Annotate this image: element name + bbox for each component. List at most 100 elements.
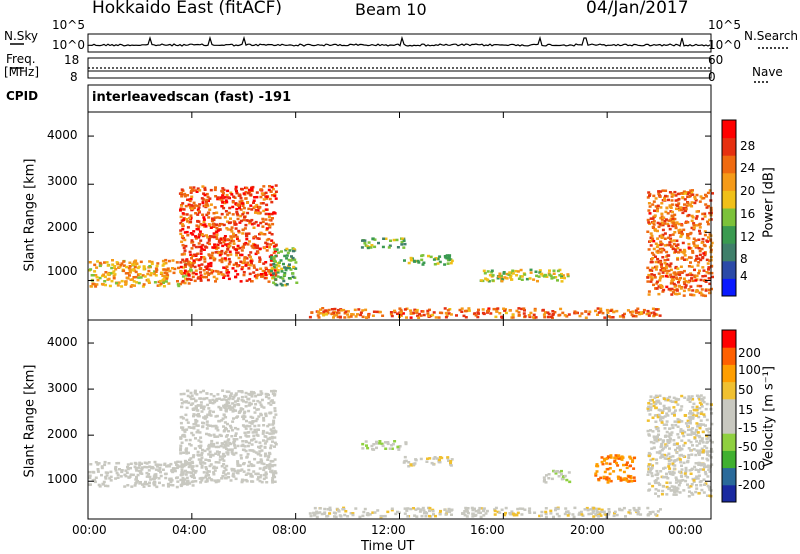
power-echo-pixel — [155, 268, 159, 272]
velocity-echo-pixel — [633, 508, 637, 512]
power-colorbar-swatch — [722, 260, 736, 279]
power-echo-pixel — [265, 245, 269, 248]
velocity-echo-pixel — [192, 414, 195, 418]
velocity-echo-pixel — [375, 440, 378, 444]
power-echo-pixel — [112, 274, 116, 278]
velocity-echo-pixel — [567, 512, 571, 515]
velocity-echo-pixel — [566, 514, 570, 517]
power-echo-pixel — [190, 261, 193, 265]
power-echo-pixel — [235, 248, 238, 252]
velocity-echo-pixel — [665, 420, 669, 423]
power-echo-pixel — [225, 271, 229, 274]
velocity-echo-pixel — [273, 390, 277, 393]
power-echo-pixel — [364, 308, 368, 312]
power-echo-pixel — [225, 193, 229, 197]
velocity-echo-pixel — [552, 515, 555, 519]
power-echo-pixel — [242, 211, 246, 214]
power-echo-pixel — [223, 235, 227, 238]
power-echo-pixel — [697, 247, 701, 250]
power-echo-pixel — [197, 206, 201, 209]
velocity-echo-pixel — [674, 459, 678, 462]
velocity-echo-pixel — [629, 477, 633, 480]
power-echo-pixel — [648, 205, 652, 208]
velocity-echo-pixel — [202, 416, 206, 419]
velocity-echo-pixel — [701, 450, 705, 454]
velocity-echo-pixel — [250, 438, 254, 442]
velocity-echo-pixel — [195, 464, 199, 468]
velocity-echo-pixel — [696, 431, 700, 434]
velocity-echo-pixel — [647, 454, 651, 458]
velocity-echo-pixel — [375, 442, 379, 445]
power-echo-pixel — [210, 269, 214, 272]
velocity-echo-pixel — [209, 414, 213, 417]
power-echo-pixel — [223, 252, 227, 255]
power-echo-pixel — [253, 243, 257, 247]
power-echo-pixel — [660, 236, 664, 239]
power-echo-pixel — [190, 195, 194, 198]
velocity-echo-pixel — [218, 406, 222, 410]
velocity-echo-pixel — [194, 399, 198, 402]
power-echo-pixel — [264, 261, 268, 264]
freq-left-tick-top: 18 — [64, 53, 80, 67]
power-echo-pixel — [216, 243, 220, 246]
velocity-echo-pixel — [194, 421, 198, 424]
power-echo-pixel — [210, 272, 214, 275]
power-echo-pixel — [293, 276, 297, 279]
power-echo-pixel — [317, 311, 321, 314]
power-echo-pixel — [198, 233, 201, 236]
power-echo-pixel — [693, 268, 696, 272]
velocity-echo-pixel — [596, 464, 600, 468]
power-echo-pixel — [188, 198, 192, 201]
power-echo-pixel — [666, 258, 670, 261]
velocity-echo-pixel — [691, 477, 695, 481]
velocity-echo-pixel — [308, 512, 312, 515]
power-echo-pixel — [696, 284, 700, 288]
power-echo-pixel — [244, 190, 248, 194]
velocity-echo-pixel — [238, 464, 242, 467]
power-echo-pixel — [235, 251, 239, 254]
velocity-echo-pixel — [636, 511, 640, 514]
velocity-echo-pixel — [145, 475, 149, 478]
power-echo-pixel — [202, 269, 206, 272]
velocity-cbar-tick: -50 — [738, 440, 758, 454]
velocity-echo-pixel — [254, 419, 258, 423]
power-echo-pixel — [226, 220, 230, 223]
power-echo-pixel — [701, 212, 705, 216]
velocity-echo-pixel — [185, 483, 189, 486]
velocity-echo-pixel — [667, 459, 671, 462]
power-echo-pixel — [102, 273, 106, 276]
power-ytick: 1000 — [47, 264, 78, 278]
power-echo-pixel — [225, 200, 229, 204]
power-echo-pixel — [238, 206, 241, 210]
power-echo-pixel — [192, 244, 196, 247]
power-echo-pixel — [630, 313, 634, 316]
velocity-echo-pixel — [676, 403, 680, 406]
power-echo-pixel — [482, 312, 486, 316]
power-echo-pixel — [236, 237, 239, 241]
power-echo-pixel — [650, 273, 654, 276]
power-echo-pixel — [221, 196, 225, 200]
power-echo-pixel — [354, 315, 358, 318]
power-echo-pixel — [502, 272, 506, 275]
velocity-colorbar-swatch — [722, 347, 736, 365]
velocity-echo-pixel — [169, 483, 173, 487]
velocity-echo-pixel — [628, 509, 632, 512]
power-echo-pixel — [250, 262, 253, 265]
power-echo-pixel — [655, 245, 659, 249]
velocity-echo-pixel — [703, 483, 706, 486]
velocity-echo-pixel — [361, 514, 365, 518]
velocity-echo-pixel — [663, 453, 666, 457]
velocity-echo-pixel — [195, 406, 198, 410]
velocity-echo-pixel — [210, 445, 214, 448]
velocity-echo-pixel — [655, 438, 659, 441]
velocity-echo-pixel — [155, 485, 159, 489]
velocity-echo-pixel — [257, 415, 261, 418]
power-echo-pixel — [542, 313, 546, 316]
velocity-echo-pixel — [594, 474, 598, 477]
velocity-echo-pixel — [198, 477, 202, 480]
velocity-echo-pixel — [694, 490, 698, 494]
power-echo-pixel — [243, 216, 246, 219]
velocity-echo-pixel — [259, 393, 263, 396]
power-echo-pixel — [166, 274, 170, 277]
velocity-echo-pixel — [214, 415, 218, 418]
